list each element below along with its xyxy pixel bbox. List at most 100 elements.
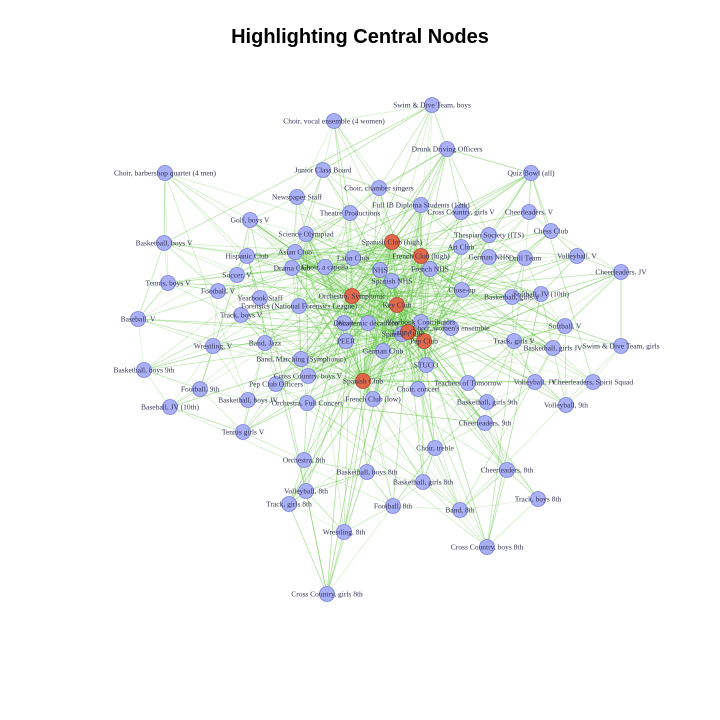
network-edge bbox=[305, 233, 309, 377]
node-label: Cross Country, girls 8th bbox=[291, 590, 363, 599]
node-label: Latin Club bbox=[392, 328, 425, 337]
network-edge bbox=[143, 345, 214, 371]
node-label: Drama Club bbox=[274, 264, 311, 273]
network-edge bbox=[212, 342, 266, 347]
node-label: Choir, a capella bbox=[302, 263, 350, 272]
node-label: Wrestling, 8th bbox=[323, 528, 366, 537]
network-edge bbox=[291, 267, 353, 297]
network-edge bbox=[392, 505, 461, 511]
network-edge bbox=[305, 233, 374, 400]
network-edge bbox=[486, 498, 539, 548]
network-node bbox=[300, 368, 316, 384]
network-node bbox=[326, 113, 342, 129]
network-node bbox=[533, 286, 549, 302]
network-node bbox=[506, 333, 522, 349]
network-node bbox=[424, 97, 440, 113]
network-edge bbox=[247, 399, 308, 404]
network-edge bbox=[460, 172, 532, 213]
node-label: Track, girls 8th bbox=[266, 500, 312, 509]
network-edge bbox=[291, 241, 393, 269]
node-label: Full IB Diploma Students (12th) bbox=[372, 201, 470, 210]
network-edge bbox=[300, 358, 374, 400]
network-node bbox=[336, 315, 352, 331]
network-edge bbox=[307, 212, 351, 377]
network-edge bbox=[324, 266, 384, 352]
network-edge bbox=[391, 280, 427, 366]
network-node bbox=[257, 335, 273, 351]
network-edge bbox=[300, 340, 425, 360]
network-edge bbox=[423, 340, 594, 383]
network-edge bbox=[379, 269, 384, 352]
network-node bbox=[338, 333, 354, 349]
central-node bbox=[355, 373, 371, 389]
network-edge bbox=[513, 293, 542, 342]
network-edge bbox=[351, 295, 513, 298]
network-node bbox=[136, 362, 152, 378]
network-edge bbox=[163, 242, 219, 292]
network-edge bbox=[236, 267, 293, 276]
network-node bbox=[298, 483, 314, 499]
network-edge bbox=[298, 305, 364, 382]
network-edge bbox=[169, 241, 393, 408]
network-edge bbox=[303, 304, 398, 461]
network-node bbox=[240, 392, 256, 408]
network-edge bbox=[425, 246, 462, 366]
network-edge bbox=[294, 251, 427, 366]
network-edge bbox=[382, 211, 462, 352]
node-label: Junior Class Board bbox=[294, 166, 351, 175]
network-edge bbox=[333, 120, 364, 382]
network-edge bbox=[530, 172, 594, 383]
network-edge bbox=[305, 212, 351, 235]
network-edge bbox=[343, 322, 384, 352]
network-node bbox=[557, 318, 573, 334]
network-edge bbox=[372, 269, 381, 400]
network-edge bbox=[333, 120, 380, 189]
network-edge bbox=[291, 204, 422, 269]
network-edge bbox=[396, 255, 422, 306]
network-edge bbox=[351, 295, 427, 366]
network-edge bbox=[362, 187, 380, 382]
node-label: French Club (low) bbox=[345, 395, 401, 404]
network-edge bbox=[242, 383, 277, 433]
network-edge bbox=[300, 204, 422, 360]
node-label: Swim & Dive Team, boys bbox=[393, 101, 471, 110]
network-edge bbox=[246, 255, 353, 297]
network-edge bbox=[420, 268, 431, 323]
network-edge bbox=[378, 187, 393, 243]
network-edge bbox=[396, 304, 566, 327]
network-edge bbox=[305, 490, 345, 533]
node-label: Pep Club bbox=[410, 337, 438, 346]
network-edge bbox=[446, 148, 532, 174]
network-edge bbox=[288, 325, 566, 505]
node-label: Band, Marching (Symphonic) bbox=[256, 355, 346, 364]
label-layer: Swim & Dive Team, boys Choir, vocal ensem… bbox=[113, 101, 659, 599]
network-edge bbox=[484, 422, 539, 500]
network-edge bbox=[407, 255, 578, 333]
network-node bbox=[410, 381, 426, 397]
network-edge bbox=[488, 172, 532, 236]
network-edge bbox=[298, 305, 347, 342]
network-edge bbox=[345, 296, 513, 342]
network-edge bbox=[423, 211, 530, 342]
node-label: STUCO bbox=[414, 361, 439, 370]
network-edge bbox=[564, 325, 567, 406]
network-edge bbox=[164, 172, 169, 284]
node-label: Cheerleaders, 9th bbox=[459, 419, 512, 428]
node-label: Orchestra, Symphonic bbox=[318, 292, 386, 301]
network-edge bbox=[423, 340, 486, 424]
network-edge bbox=[137, 318, 409, 333]
node-label: Thespian Society (ITS) bbox=[454, 231, 524, 240]
network-edge bbox=[288, 503, 328, 595]
node-label: Basketball, girls V bbox=[484, 293, 540, 302]
network-node bbox=[268, 376, 284, 392]
network-edge bbox=[169, 406, 244, 433]
network-edge bbox=[291, 267, 364, 382]
network-edge bbox=[288, 331, 409, 505]
network-edge bbox=[294, 251, 354, 259]
network-edge bbox=[366, 471, 424, 483]
node-label: Choir, women's ensemble bbox=[412, 324, 490, 333]
network-edge bbox=[291, 267, 424, 483]
network-edge bbox=[143, 212, 351, 371]
network-edge bbox=[306, 295, 353, 404]
network-edge bbox=[137, 318, 214, 347]
